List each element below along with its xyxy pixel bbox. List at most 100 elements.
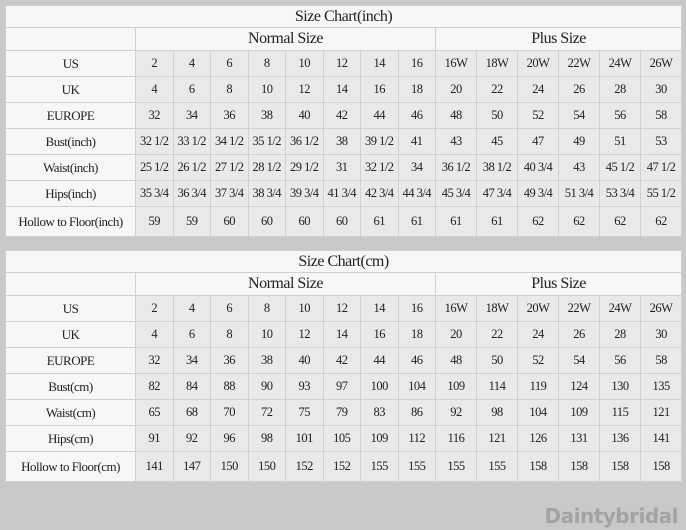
- table-cell: 109: [435, 373, 477, 400]
- table-cell: 61: [397, 206, 436, 237]
- table-cell: 53: [639, 128, 683, 155]
- table-cell: 49 3/4: [517, 180, 559, 207]
- table-cell: 104: [517, 399, 559, 426]
- table-cell: 141: [135, 451, 174, 482]
- table-cell: 24: [517, 76, 559, 103]
- table-cell: 47 1/2: [639, 154, 683, 181]
- group-header-row: Normal Size Plus Size: [5, 27, 683, 51]
- table-cell: 98: [247, 425, 286, 452]
- table-cell: 135: [639, 373, 683, 400]
- table-cell: 2: [135, 295, 174, 322]
- table-cell: 31: [322, 154, 361, 181]
- plus-size-header: Plus Size: [434, 27, 683, 51]
- table-cell: 4: [172, 50, 211, 77]
- table-cell: 38: [322, 128, 361, 155]
- table-cell: 14: [322, 321, 361, 348]
- table-cell: 88: [210, 373, 249, 400]
- table-cell: 83: [360, 399, 399, 426]
- table-cell: 32: [135, 347, 174, 374]
- table-cell: 14: [322, 76, 361, 103]
- table-cell: 60: [210, 206, 249, 237]
- table-cell: 36: [210, 347, 249, 374]
- table-cell: 158: [599, 451, 641, 482]
- blank-corner-cell: [5, 272, 136, 296]
- table-cell: 16: [360, 321, 399, 348]
- table-cell: 109: [360, 425, 399, 452]
- table-cell: 47 3/4: [476, 180, 518, 207]
- table-cell: 32 1/2: [360, 154, 399, 181]
- table-cell: 51 3/4: [558, 180, 600, 207]
- table-cell: 141: [639, 425, 683, 452]
- table-cell: 96: [210, 425, 249, 452]
- table-cell: 36 1/2: [435, 154, 477, 181]
- table-cell: 155: [435, 451, 477, 482]
- table-cell: 25 1/2: [135, 154, 174, 181]
- table-cell: 24W: [599, 295, 641, 322]
- row-label: Hips(cm): [5, 425, 136, 452]
- table-cell: 50: [476, 102, 518, 129]
- table-cell: 8: [210, 76, 249, 103]
- table-cell: 4: [172, 295, 211, 322]
- table-cell: 79: [322, 399, 361, 426]
- table-cell: 152: [285, 451, 324, 482]
- table-cell: 126: [517, 425, 559, 452]
- table-cell: 65: [135, 399, 174, 426]
- table-cell: 43: [558, 154, 600, 181]
- table-cell: 14: [360, 295, 399, 322]
- table-cell: 152: [322, 451, 361, 482]
- row-label: Hollow to Floor(cm): [5, 451, 136, 482]
- table-cell: 12: [322, 295, 361, 322]
- table-cell: 10: [247, 321, 286, 348]
- table-row: EUROPE 32 34 36 38 40 42 44 46 48 50 52 54 56 58: [5, 347, 683, 374]
- table-cell: 97: [322, 373, 361, 400]
- table-cell: 20W: [517, 295, 559, 322]
- table-cell: 116: [435, 425, 477, 452]
- table-cell: 8: [210, 321, 249, 348]
- table-cell: 48: [435, 102, 477, 129]
- normal-size-header: Normal Size: [135, 272, 436, 296]
- table-cell: 10: [247, 76, 286, 103]
- table-row: Waist(inch) 25 1/2 26 1/2 27 1/2 28 1/2 29 1/…: [5, 154, 683, 181]
- row-label: UK: [5, 76, 136, 103]
- table-cell: 10: [285, 50, 324, 77]
- table-cell: 52: [517, 102, 559, 129]
- size-chart-inch: Size Chart(inch) Normal Size Plus Size US 2 4…: [4, 5, 683, 237]
- table-cell: 62: [639, 206, 683, 237]
- table-cell: 91: [135, 425, 174, 452]
- table-cell: 101: [285, 425, 324, 452]
- table-cell: 52: [517, 347, 559, 374]
- table-cell: 16: [397, 295, 436, 322]
- table-row: EUROPE 32 34 36 38 40 42 44 46 48 50 52 54 56 58: [5, 102, 683, 129]
- table-cell: 155: [397, 451, 436, 482]
- table-cell: 150: [210, 451, 249, 482]
- row-label: US: [5, 295, 136, 322]
- table-cell: 35 3/4: [135, 180, 174, 207]
- table-cell: 39 3/4: [285, 180, 324, 207]
- table-cell: 58: [639, 347, 683, 374]
- table-cell: 28: [599, 76, 641, 103]
- table-cell: 26: [558, 321, 600, 348]
- table-cell: 24: [517, 321, 559, 348]
- table-cell: 6: [210, 50, 249, 77]
- table-cell: 109: [558, 399, 600, 426]
- table-cell: 93: [285, 373, 324, 400]
- table-cell: 29 1/2: [285, 154, 324, 181]
- table-cell: 26 1/2: [172, 154, 211, 181]
- row-label: Hips(inch): [5, 180, 136, 207]
- table-cell: 28 1/2: [247, 154, 286, 181]
- table-cell: 39 1/2: [360, 128, 399, 155]
- table-cell: 18: [397, 321, 436, 348]
- size-chart-cm: Size Chart(cm) Normal Size Plus Size US 2 4 6 8…: [4, 250, 683, 482]
- table-cell: 48: [435, 347, 477, 374]
- table-cell: 36 3/4: [172, 180, 211, 207]
- table-cell: 40 3/4: [517, 154, 559, 181]
- table-cell: 37 3/4: [210, 180, 249, 207]
- table-cell: 47: [517, 128, 559, 155]
- table-cell: 44: [360, 347, 399, 374]
- size-table: Size Chart(inch) Normal Size Plus Size US 2 4…: [4, 5, 683, 237]
- table-cell: 43: [435, 128, 477, 155]
- table-cell: 121: [639, 399, 683, 426]
- table-cell: 105: [322, 425, 361, 452]
- table-cell: 34: [397, 154, 436, 181]
- table-cell: 46: [397, 102, 436, 129]
